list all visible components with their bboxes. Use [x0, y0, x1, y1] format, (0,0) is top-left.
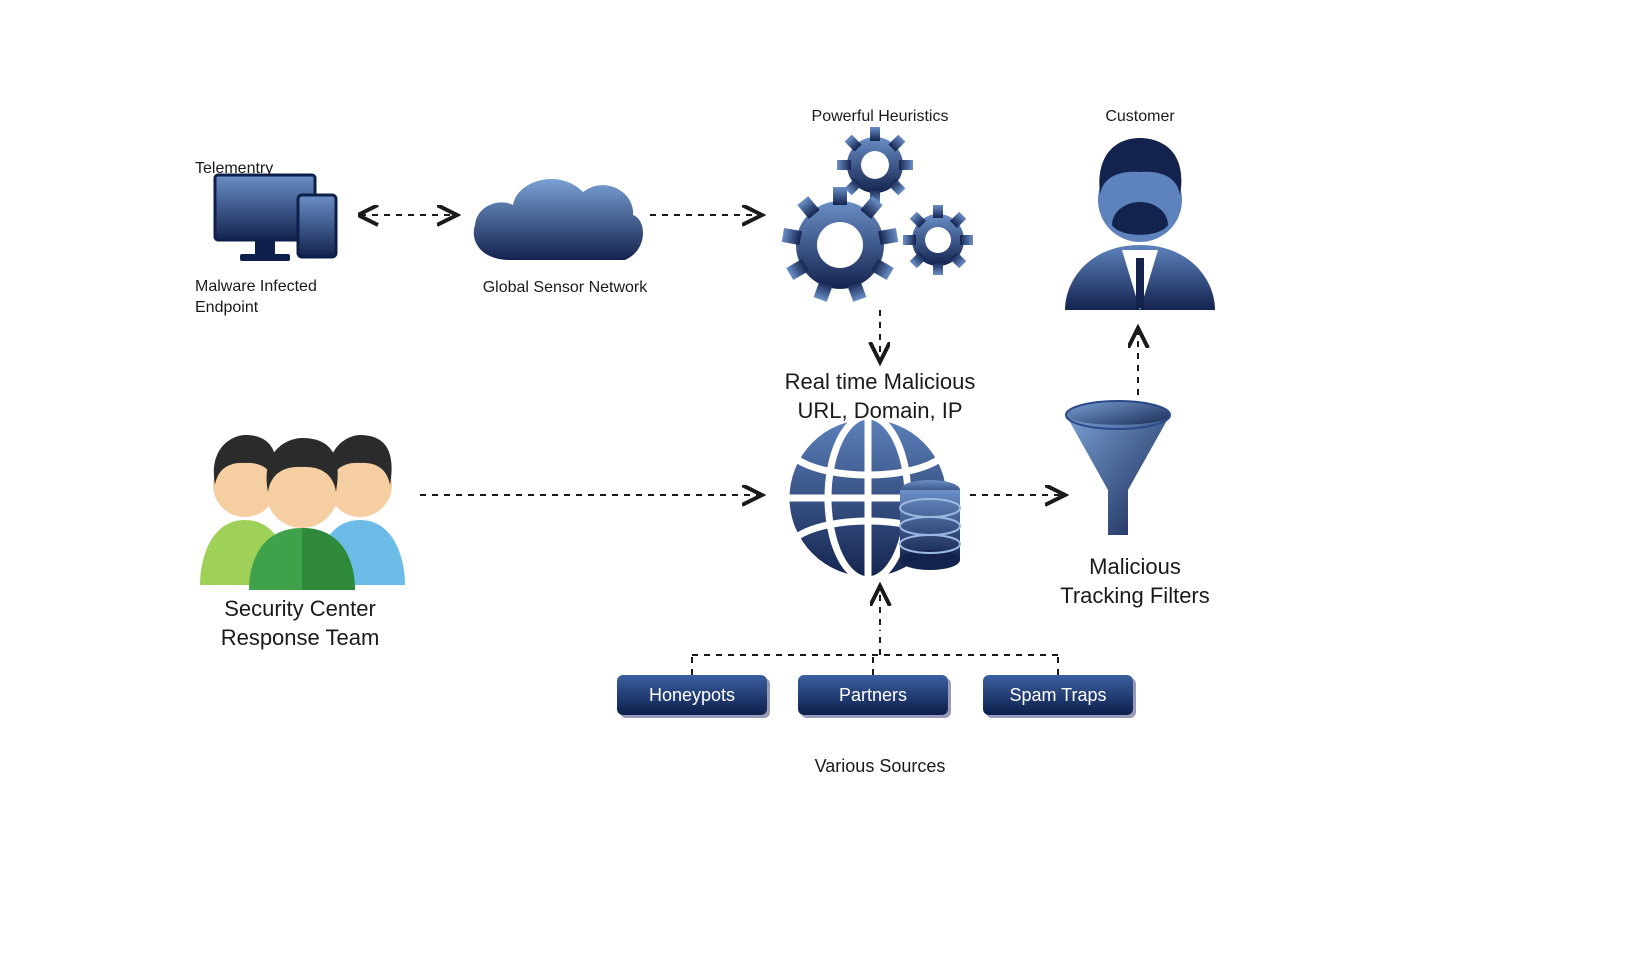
customer-label: Customer: [1070, 107, 1210, 128]
team-label: Security Center Response Team: [190, 595, 410, 652]
globe-label: Real time Malicious URL, Domain, IP: [760, 368, 1000, 425]
source-box-spam-traps: Spam Traps: [983, 675, 1133, 715]
cloud-label: Global Sensor Network: [460, 278, 670, 299]
arrows-layer: [0, 0, 1635, 980]
telemetry-bottom-label: Malware Infected Endpoint: [195, 277, 375, 319]
gears-label: Powerful Heuristics: [790, 107, 970, 128]
source-box-partners: Partners: [798, 675, 948, 715]
diagram-canvas: Telementry Malware Infected Endpoint Glo…: [0, 0, 1635, 980]
telemetry-top-label: Telementry: [195, 159, 335, 180]
sources-label: Various Sources: [800, 755, 960, 778]
funnel-label: Malicious Tracking Filters: [1050, 553, 1220, 610]
source-box-honeypots: Honeypots: [617, 675, 767, 715]
